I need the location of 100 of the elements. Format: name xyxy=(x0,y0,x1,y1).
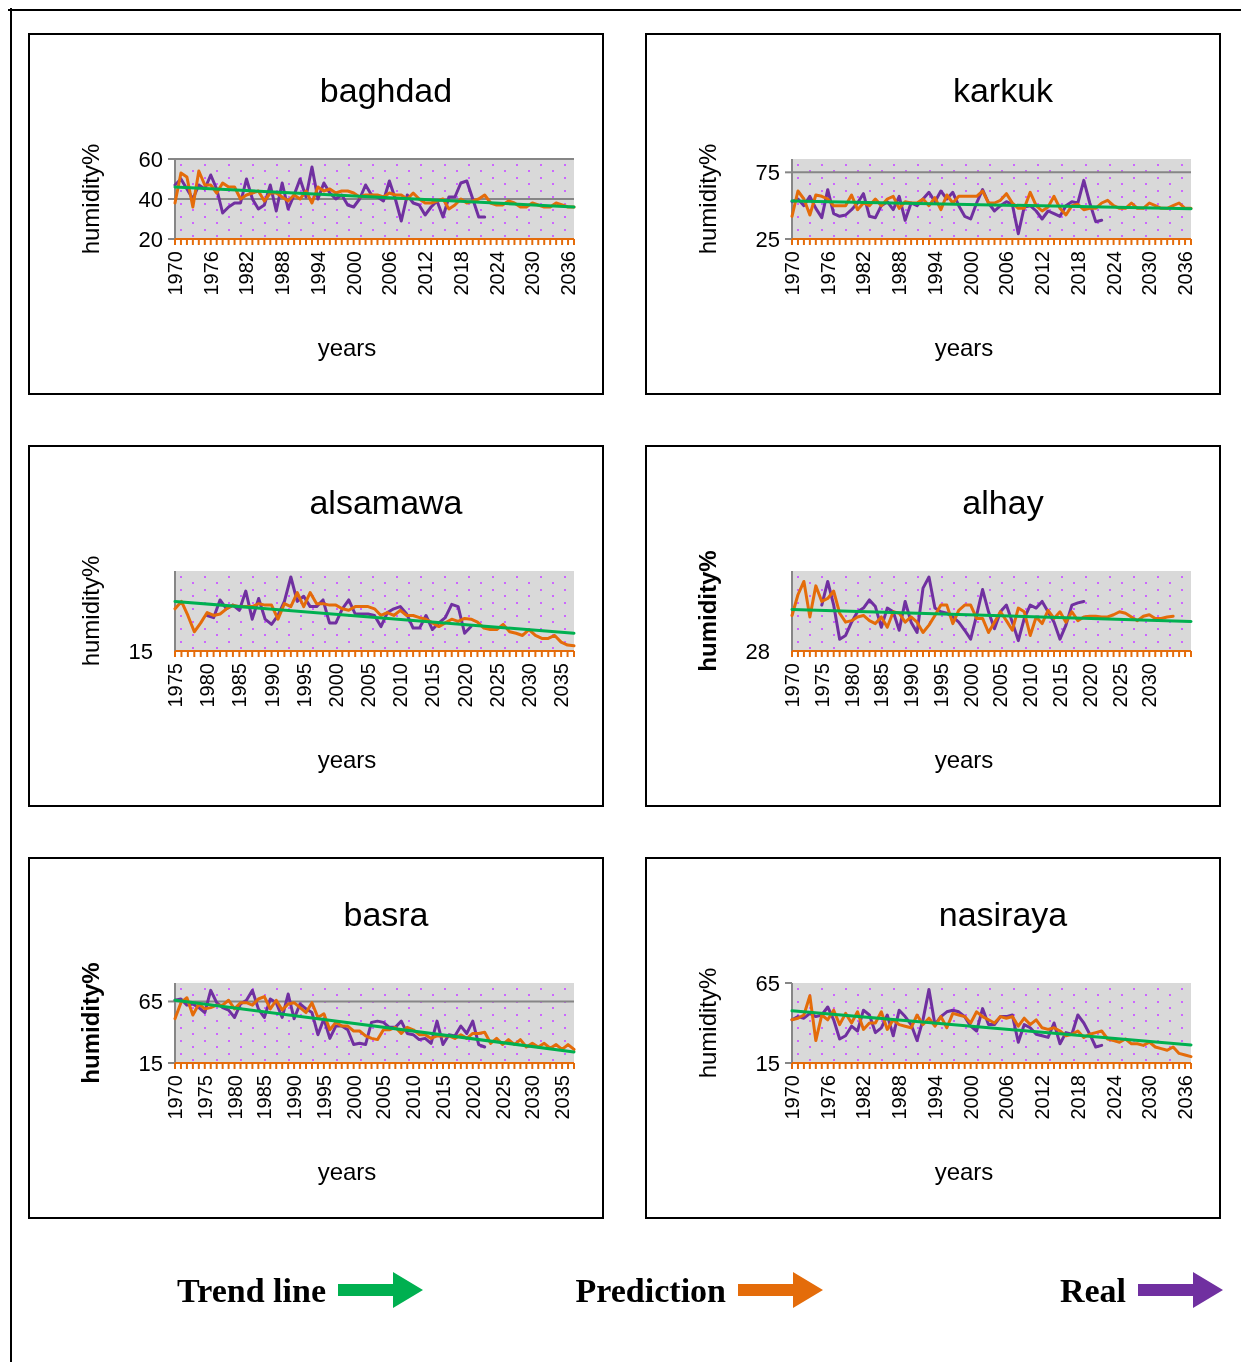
x-tick-label: 2005 xyxy=(989,663,1012,708)
x-tick-label: 2000 xyxy=(959,1075,982,1120)
x-tick-label: 1980 xyxy=(840,663,863,708)
x-tick-label: 2035 xyxy=(550,663,573,708)
x-tick-label: 2030 xyxy=(521,251,544,296)
x-tick-label: 2000 xyxy=(324,663,347,708)
x-tick-label: 2018 xyxy=(1066,1075,1089,1120)
y-tick-label: 60 xyxy=(138,146,163,172)
x-tick-label: 1975 xyxy=(193,1075,216,1120)
x-tick-label: 2006 xyxy=(378,251,401,296)
y-axis-title: humidity% xyxy=(77,962,105,1084)
x-axis-title: years xyxy=(934,746,994,773)
y-tick-label: 65 xyxy=(138,989,163,1015)
x-tick-label: 2006 xyxy=(995,1075,1018,1120)
x-tick-label: 1975 xyxy=(164,663,186,708)
x-tick-label: 1976 xyxy=(816,251,839,296)
x-tick-label: 2015 xyxy=(1048,663,1071,708)
x-tick-label: 2012 xyxy=(414,251,437,296)
chart-title: alsamawa xyxy=(309,483,463,521)
x-tick-label: 2024 xyxy=(1102,1075,1125,1120)
x-tick-label: 2012 xyxy=(1031,251,1054,296)
x-tick-label: 2020 xyxy=(453,663,476,708)
x-axis-title: years xyxy=(317,746,377,773)
x-tick-label: 2000 xyxy=(959,251,982,296)
x-tick-label: 2012 xyxy=(1031,1075,1054,1120)
x-tick-label: 1976 xyxy=(816,1075,839,1120)
chart-title: alhay xyxy=(962,483,1044,521)
y-axis-title: humidity% xyxy=(694,550,722,672)
x-tick-label: 2030 xyxy=(1138,1075,1161,1120)
x-axis-title: years xyxy=(317,1158,377,1185)
text: 28 xyxy=(745,638,770,664)
x-tick-label: 2018 xyxy=(449,251,472,296)
legend-label: Real xyxy=(1059,1271,1126,1309)
x-tick-label: 1982 xyxy=(852,251,875,296)
x-tick-label: 2010 xyxy=(389,663,412,708)
x-tick-label: 2036 xyxy=(1174,1075,1197,1120)
x-tick-label: 2035 xyxy=(551,1075,574,1120)
x-tick-label: 2024 xyxy=(1102,251,1125,296)
x-tick-label: 2030 xyxy=(1138,663,1161,708)
y-tick-label: 65 xyxy=(755,970,780,996)
x-tick-label: 1970 xyxy=(164,1075,186,1120)
x-tick-label: 2036 xyxy=(1174,251,1197,296)
x-tick-label: 1980 xyxy=(196,663,219,708)
x-tick-label: 2000 xyxy=(959,663,982,708)
chart-title: nasiraya xyxy=(938,895,1068,933)
x-tick-label: 1982 xyxy=(852,1075,875,1120)
x-tick-label: 2000 xyxy=(342,251,365,296)
x-tick-label: 2015 xyxy=(421,663,444,708)
x-tick-label: 1994 xyxy=(923,251,946,296)
y-tick-label: 40 xyxy=(138,186,163,212)
x-tick-label: 1985 xyxy=(253,1075,276,1120)
x-tick-label: 1995 xyxy=(292,663,315,708)
y-axis-title: humidity% xyxy=(77,143,105,255)
legend-label: Trend line xyxy=(177,1271,326,1309)
x-tick-label: 1988 xyxy=(888,251,911,296)
chart-title: baghdad xyxy=(319,71,453,109)
x-tick-label: 2020 xyxy=(1078,663,1101,708)
x-tick-label: 2006 xyxy=(995,251,1018,296)
x-tick-label: 1990 xyxy=(283,1075,306,1120)
y-axis-title: humidity% xyxy=(694,143,722,255)
x-tick-label: 2000 xyxy=(342,1075,365,1120)
x-tick-label: 1970 xyxy=(164,251,186,296)
x-tick-label: 1970 xyxy=(781,1075,803,1120)
x-tick-label: 2025 xyxy=(491,1075,514,1120)
x-tick-label: 2020 xyxy=(461,1075,484,1120)
x-axis-title: years xyxy=(934,1158,994,1185)
y-axis-title: humidity% xyxy=(77,555,105,667)
y-tick-label: 20 xyxy=(138,226,163,252)
x-tick-label: 1990 xyxy=(260,663,283,708)
x-tick-label: 1970 xyxy=(781,251,803,296)
x-tick-label: 2030 xyxy=(521,1075,544,1120)
x-tick-label: 1988 xyxy=(888,1075,911,1120)
x-tick-label: 2005 xyxy=(357,663,380,708)
x-tick-label: 2025 xyxy=(485,663,508,708)
x-tick-label: 1995 xyxy=(929,663,952,708)
y-tick-label: 15 xyxy=(138,1050,163,1076)
x-tick-label: 2018 xyxy=(1066,251,1089,296)
y-tick-label: 25 xyxy=(755,226,780,252)
x-tick-label: 1988 xyxy=(271,251,294,296)
x-tick-label: 1994 xyxy=(306,251,329,296)
y-tick-label: 75 xyxy=(755,160,780,186)
x-tick-label: 1970 xyxy=(781,663,803,708)
x-tick-label: 2030 xyxy=(517,663,540,708)
x-tick-label: 2005 xyxy=(372,1075,395,1120)
x-tick-label: 1990 xyxy=(900,663,923,708)
x-tick-label: 2025 xyxy=(1108,663,1131,708)
chart-title: karkuk xyxy=(952,71,1055,109)
x-tick-label: 2015 xyxy=(431,1075,454,1120)
x-tick-label: 2024 xyxy=(485,251,508,296)
x-tick-label: 1985 xyxy=(870,663,893,708)
legend-label: Prediction xyxy=(575,1271,727,1309)
x-tick-label: 1975 xyxy=(810,663,833,708)
x-axis-title: years xyxy=(934,334,994,361)
x-tick-label: 2030 xyxy=(1138,251,1161,296)
x-tick-label: 2010 xyxy=(1019,663,1042,708)
x-tick-label: 2010 xyxy=(402,1075,425,1120)
x-axis-title: years xyxy=(317,334,377,361)
x-tick-label: 1980 xyxy=(223,1075,246,1120)
x-tick-label: 1994 xyxy=(923,1075,946,1120)
x-tick-label: 1976 xyxy=(199,251,222,296)
